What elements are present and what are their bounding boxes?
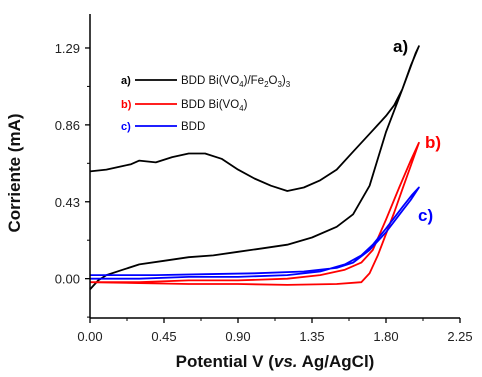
legend: a) BDD Bi(VO4)/Fe2O3)3 b) BDD Bi(VO4) c)… [121,75,291,133]
legend-label-c: BDD [181,121,205,133]
x-tick-label: 2.25 [447,329,472,344]
series-a-line [89,45,420,291]
legend-tag-c: c) [121,121,131,133]
legend-tag-a: a) [121,75,131,87]
series-b-line [89,141,420,286]
legend-label-a: BDD Bi(VO4)/Fe2O3)3 [181,75,291,89]
curve-label-a: a) [393,37,408,56]
x-tick-label: 1.35 [299,329,324,344]
x-tick-label: 0.00 [77,329,102,344]
curve-label-b: b) [425,133,441,152]
x-tick-label: 0.90 [225,329,250,344]
series-c-line [90,186,420,280]
x-tick-label: 0.45 [151,329,176,344]
y-tick-label: 1.29 [55,41,80,56]
y-tick-label: 0.43 [55,195,80,210]
y-tick-label: 0.00 [55,272,80,287]
y-axis-title: Corriente (mA) [5,113,24,232]
x-tick-label: 1.80 [373,329,398,344]
legend-tag-b: b) [121,99,132,111]
legend-label-b: BDD Bi(VO4) [181,99,248,113]
axes: 0.00 0.45 0.90 1.35 1.80 2.25 0.00 0.43 0.86 1.29 [55,14,473,344]
y-tick-label: 0.86 [55,118,80,133]
curve-label-c: c) [418,206,433,225]
x-axis-title: Potential V (vs. Ag/AgCl) [176,352,375,371]
plot-lines [89,45,420,291]
